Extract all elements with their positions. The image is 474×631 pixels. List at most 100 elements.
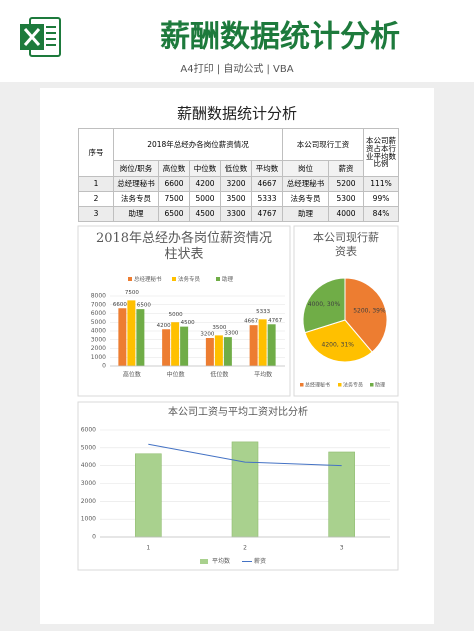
table-cell: 99% bbox=[363, 191, 400, 207]
bar bbox=[214, 335, 223, 366]
legend-swatch bbox=[216, 277, 220, 281]
y-tick-label: 2000 bbox=[91, 345, 106, 352]
header-row: 岗位/职务 高位数 中位数 低位数 平均数 岗位 薪资 bbox=[78, 160, 399, 177]
header-cell: 本公司现行工资 bbox=[282, 128, 365, 161]
table-cell: 2 bbox=[78, 191, 114, 207]
x-tick-label: 中位数 bbox=[167, 371, 185, 379]
x-tick-label: 2 bbox=[243, 545, 247, 552]
table-cell: 3500 bbox=[220, 191, 252, 207]
header-cell: 低位数 bbox=[220, 160, 252, 177]
y-tick-label: 2000 bbox=[81, 498, 96, 505]
data-label: 6600 bbox=[113, 302, 127, 308]
y-tick-label: 1000 bbox=[81, 516, 96, 523]
y-tick-label: 5000 bbox=[81, 444, 96, 451]
table-cell: 总经理秘书 bbox=[113, 176, 159, 192]
y-tick-label: 4000 bbox=[81, 462, 96, 469]
table-row: 2 法务专员 7500 5000 3500 5333 法务专员 5300 99% bbox=[78, 191, 400, 207]
header-cell: 本公司薪资占本行业平均数比例 bbox=[363, 128, 400, 177]
table-row: 1 总经理秘书 6600 4200 3200 4667 总经理秘书 5200 111% bbox=[78, 176, 400, 192]
bar bbox=[223, 337, 232, 366]
table-cell: 5333 bbox=[250, 191, 284, 207]
table-cell: 5300 bbox=[328, 191, 365, 207]
table-cell: 4000 bbox=[328, 206, 365, 222]
table-cell: 5000 bbox=[189, 191, 221, 207]
header-cell: 岗位 bbox=[282, 160, 330, 177]
table-cell: 助理 bbox=[282, 206, 330, 222]
table: 序号 2018年总经办各岗位薪资情况 本公司现行工资 本公司薪资占本行业平均数比例 岗位… bbox=[78, 128, 400, 222]
data-label: 4200, 31% bbox=[322, 342, 355, 349]
legend-label: 法务专员 bbox=[178, 275, 201, 283]
header-title: 薪酬数据统计分析 bbox=[160, 20, 400, 55]
y-tick-label: 7000 bbox=[91, 301, 106, 308]
table-cell: 4667 bbox=[250, 176, 284, 192]
excel-icon bbox=[20, 17, 61, 57]
bar bbox=[180, 326, 189, 366]
header-cell: 岗位/职务 bbox=[113, 160, 159, 177]
header-cell: 序号 bbox=[78, 128, 114, 177]
pie-slice bbox=[304, 319, 373, 363]
y-tick-label: 6000 bbox=[81, 427, 96, 434]
legend-label: 平均数 bbox=[212, 557, 230, 565]
legend-swatch bbox=[370, 383, 374, 387]
y-tick-label: 3000 bbox=[91, 336, 106, 343]
header-cell: 平均数 bbox=[250, 160, 284, 177]
x-tick-label: 低位数 bbox=[210, 371, 228, 379]
legend-label: 助理 bbox=[222, 275, 234, 283]
table-cell: 1 bbox=[78, 176, 114, 192]
line bbox=[148, 443, 342, 467]
bar bbox=[135, 453, 162, 538]
table-cell: 4200 bbox=[189, 176, 221, 192]
y-tick-label: 3000 bbox=[81, 480, 96, 487]
table-cell: 4500 bbox=[189, 206, 221, 222]
x-tick-label: 1 bbox=[146, 545, 150, 552]
data-label: 4500 bbox=[181, 320, 195, 326]
y-tick-label: 0 bbox=[102, 363, 106, 370]
y-tick-label: 4000 bbox=[91, 328, 106, 335]
bar bbox=[127, 300, 136, 366]
legend-label: 总经理秘书 bbox=[305, 382, 330, 389]
table-cell: 6600 bbox=[158, 176, 190, 192]
header-cell: 2018年总经办各岗位薪资情况 bbox=[112, 128, 284, 161]
bar bbox=[162, 329, 171, 366]
x-tick-label: 3 bbox=[340, 545, 344, 552]
y-tick-label: 8000 bbox=[91, 293, 106, 300]
header-cell: 薪资 bbox=[328, 160, 365, 177]
legend-label: 助理 bbox=[375, 382, 385, 389]
y-tick-label: 1000 bbox=[91, 354, 106, 361]
pie-slice bbox=[344, 277, 388, 353]
bar bbox=[118, 308, 127, 366]
y-tick-label: 5000 bbox=[91, 319, 106, 326]
header-cell: 中位数 bbox=[189, 160, 221, 177]
legend-swatch bbox=[338, 383, 342, 387]
table-cell: 3300 bbox=[220, 206, 252, 222]
data-label: 3300 bbox=[224, 331, 238, 337]
data-label: 4667 bbox=[244, 319, 258, 325]
table-cell: 总经理秘书 bbox=[282, 176, 330, 192]
bar bbox=[205, 338, 214, 366]
table-cell: 法务专员 bbox=[282, 191, 330, 207]
table-cell: 84% bbox=[363, 206, 400, 222]
data-label: 3200 bbox=[200, 332, 214, 338]
x-tick-label: 高位数 bbox=[123, 371, 141, 379]
legend-swatch bbox=[128, 277, 132, 281]
y-tick-label: 0 bbox=[92, 534, 96, 541]
chart-title: 本公司工资与平均工资对比分析 bbox=[168, 407, 308, 418]
table-cell: 111% bbox=[363, 176, 400, 192]
data-label: 3500 bbox=[212, 325, 226, 331]
data-label: 7500 bbox=[125, 290, 139, 296]
chart-title: 2018年总经办各岗位薪资情况柱状表 bbox=[95, 231, 273, 262]
table-cell: 4767 bbox=[250, 206, 284, 222]
bar bbox=[171, 322, 180, 366]
bar bbox=[328, 451, 355, 538]
data-label: 6500 bbox=[137, 303, 151, 309]
legend-label: 总经理秘书 bbox=[134, 275, 162, 283]
table-cell: 3200 bbox=[220, 176, 252, 192]
data-label: 5200, 39% bbox=[353, 308, 386, 315]
bar bbox=[231, 441, 259, 538]
table-cell: 助理 bbox=[113, 206, 159, 222]
legend-swatch bbox=[300, 383, 304, 387]
table-wrap: 序号 2018年总经办各岗位薪资情况 本公司现行工资 本公司薪资占本行业平均数比例 岗位… bbox=[78, 128, 400, 222]
data-label: 4000, 30% bbox=[308, 301, 341, 308]
